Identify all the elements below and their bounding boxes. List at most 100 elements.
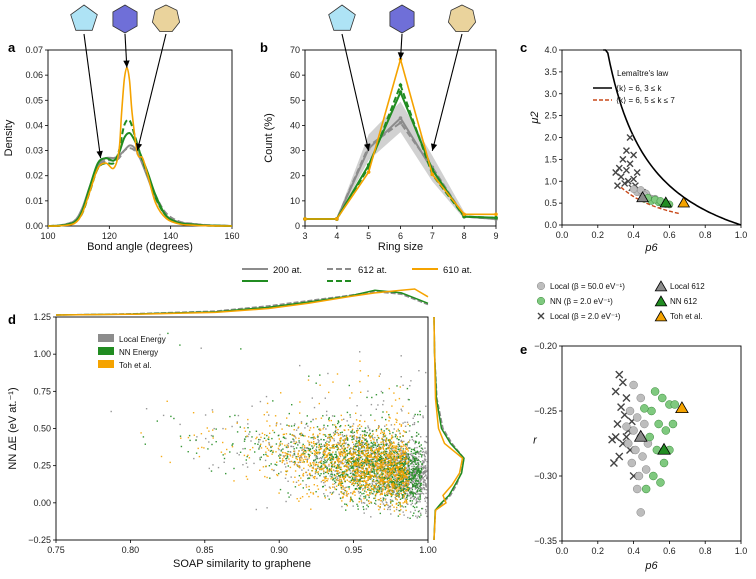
data-dot bbox=[416, 506, 418, 508]
data-dot bbox=[365, 469, 368, 471]
data-dot bbox=[374, 455, 377, 457]
data-dot bbox=[387, 465, 389, 467]
data-dot bbox=[244, 447, 246, 450]
data-dot bbox=[356, 503, 358, 506]
data-dot bbox=[246, 455, 248, 458]
data-dot bbox=[320, 443, 322, 445]
data-dot bbox=[259, 469, 261, 471]
data-dot bbox=[389, 493, 392, 495]
data-dot bbox=[299, 433, 301, 435]
data-dot bbox=[317, 471, 320, 473]
data-dot bbox=[179, 435, 182, 437]
data-dot bbox=[284, 477, 287, 479]
y-tick-label: 0.02 bbox=[25, 171, 43, 181]
data-dot bbox=[388, 470, 391, 472]
data-dot bbox=[325, 414, 328, 416]
data-dot bbox=[330, 465, 333, 467]
data-dot bbox=[329, 440, 332, 442]
data-dot bbox=[384, 492, 386, 494]
data-dot bbox=[411, 471, 413, 474]
data-dot bbox=[323, 476, 325, 478]
data-dot bbox=[354, 453, 356, 455]
data-dot bbox=[420, 482, 423, 485]
data-dot bbox=[387, 484, 389, 486]
data-dot bbox=[288, 425, 290, 427]
data-dot bbox=[377, 443, 380, 446]
data-dot bbox=[416, 435, 418, 437]
data-dot bbox=[279, 423, 282, 425]
data-dot bbox=[400, 424, 403, 426]
data-dot bbox=[406, 486, 408, 488]
data-dot bbox=[280, 392, 282, 394]
data-dot bbox=[391, 442, 393, 444]
data-dot bbox=[211, 409, 214, 411]
data-dot bbox=[416, 497, 418, 500]
data-dot bbox=[293, 440, 295, 442]
data-dot bbox=[370, 475, 372, 477]
data-dot bbox=[351, 478, 353, 480]
data-dot bbox=[285, 458, 287, 460]
data-dot bbox=[391, 434, 393, 437]
data-dot bbox=[326, 461, 328, 463]
data-dot bbox=[301, 469, 303, 471]
data-dot bbox=[326, 471, 328, 474]
data-dot bbox=[360, 450, 362, 452]
data-dot bbox=[385, 501, 387, 503]
data-dot bbox=[398, 478, 400, 480]
data-dot bbox=[376, 491, 378, 494]
curve-612-at-NN bbox=[47, 118, 233, 227]
data-dot bbox=[356, 488, 358, 491]
data-dot bbox=[394, 494, 397, 496]
data-dot bbox=[321, 456, 324, 458]
data-dot bbox=[338, 448, 340, 451]
data-dot bbox=[379, 483, 381, 485]
data-dot bbox=[394, 469, 397, 471]
data-dot bbox=[308, 477, 311, 479]
data-dot bbox=[356, 480, 358, 483]
data-dot bbox=[325, 477, 327, 479]
data-dot bbox=[377, 499, 379, 501]
data-dot bbox=[363, 473, 365, 475]
data-dot bbox=[389, 451, 391, 453]
data-dot bbox=[413, 512, 415, 514]
data-dot bbox=[396, 385, 398, 387]
data-dot bbox=[368, 500, 370, 502]
data-dot bbox=[389, 506, 391, 508]
data-dot bbox=[349, 476, 351, 479]
data-dot bbox=[362, 506, 364, 508]
data-dot bbox=[328, 486, 331, 488]
data-dot bbox=[331, 437, 334, 440]
data-dot bbox=[378, 470, 380, 472]
data-dot bbox=[316, 477, 318, 480]
data-dot bbox=[369, 484, 371, 486]
data-dot bbox=[342, 458, 344, 461]
data-dot bbox=[378, 446, 381, 448]
data-dot bbox=[372, 456, 375, 459]
data-dot bbox=[393, 506, 395, 508]
data-dot bbox=[295, 442, 298, 444]
data-dot bbox=[399, 502, 401, 504]
data-dot bbox=[356, 458, 358, 461]
data-dot bbox=[244, 430, 247, 432]
y-tick-label: 60 bbox=[290, 70, 300, 80]
data-dot bbox=[336, 477, 339, 480]
data-dot bbox=[416, 459, 419, 462]
data-dot bbox=[347, 467, 349, 469]
data-dot bbox=[426, 463, 429, 465]
data-dot bbox=[412, 423, 414, 426]
data-dot bbox=[413, 440, 415, 442]
data-dot bbox=[332, 458, 335, 460]
data-dot bbox=[314, 475, 316, 478]
data-dot bbox=[266, 447, 269, 450]
data-dot bbox=[339, 438, 341, 440]
data-dot bbox=[297, 444, 299, 446]
data-dot bbox=[294, 462, 296, 465]
data-dot bbox=[395, 421, 398, 423]
x-tick-label: 0.2 bbox=[592, 230, 605, 240]
data-dot bbox=[399, 490, 402, 492]
data-dot bbox=[358, 444, 361, 446]
data-dot bbox=[399, 455, 401, 457]
data-dot bbox=[393, 449, 396, 451]
data-dot bbox=[425, 470, 428, 473]
data-dot bbox=[259, 400, 262, 403]
